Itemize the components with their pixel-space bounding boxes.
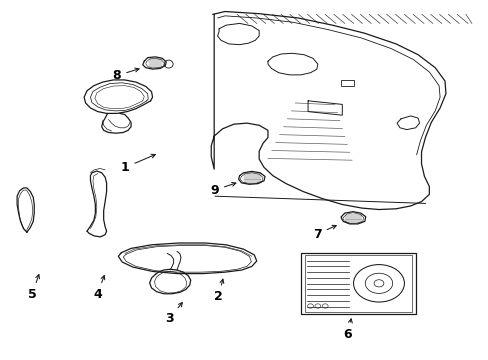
Text: 2: 2 — [213, 279, 224, 303]
Text: 7: 7 — [312, 225, 336, 240]
Text: 8: 8 — [112, 68, 139, 82]
Text: 9: 9 — [210, 183, 235, 197]
Bar — [341, 80, 353, 86]
Text: 3: 3 — [164, 302, 182, 325]
Text: 5: 5 — [28, 274, 40, 301]
Text: 6: 6 — [343, 319, 351, 341]
Text: 4: 4 — [93, 275, 104, 301]
Text: 1: 1 — [121, 154, 155, 174]
